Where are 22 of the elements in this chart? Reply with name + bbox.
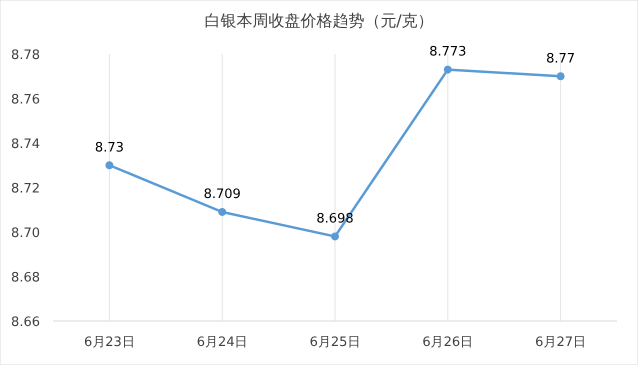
point: [218, 208, 226, 216]
y-tick-label: 8.76: [11, 92, 40, 108]
x-tick-label: 6月25日: [310, 335, 360, 350]
y-tick-label: 8.72: [11, 182, 40, 196]
x-tick-label: 6月23日: [84, 335, 135, 350]
y-tick-label: 8.70: [11, 226, 40, 241]
point: [105, 161, 114, 170]
point: [331, 232, 339, 240]
chart-title: 白银本周收盘价格趋势（元/克）: [204, 11, 434, 30]
data-label: 8.77: [546, 51, 576, 66]
y-tick-label: 8.68: [11, 270, 40, 286]
x-tick-label: 6月26日: [422, 335, 474, 350]
data-label: 8.773: [429, 44, 466, 60]
data-label: 8.73: [94, 140, 124, 156]
point: [556, 72, 565, 80]
y-tick-label: 8.78: [11, 48, 40, 63]
x-tick-label: 6月27日: [535, 335, 586, 350]
x-tick-label: 6月24日: [196, 335, 248, 350]
data-label: 8.709: [204, 186, 241, 202]
point: [444, 66, 452, 74]
y-tick-label: 8.66: [11, 315, 40, 330]
y-tick-label: 8.74: [11, 137, 40, 152]
